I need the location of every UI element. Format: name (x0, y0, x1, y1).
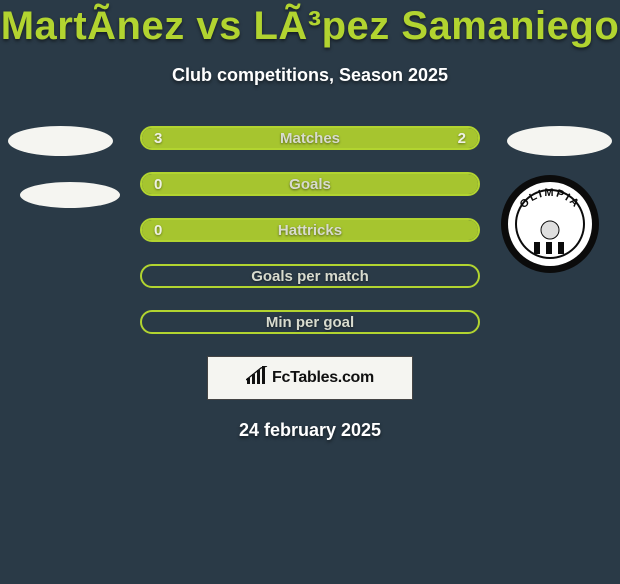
page-title: MartÃ­nez vs LÃ³pez Samaniego (0, 4, 620, 49)
stat-label: Goals (142, 174, 478, 194)
stat-bar: Goals per match (140, 264, 480, 288)
stat-label: Hattricks (142, 220, 478, 240)
subtitle: Club competitions, Season 2025 (0, 65, 620, 86)
stat-bar: 0Goals (140, 172, 480, 196)
stat-bars: 32Matches 0Goals 0Hattricks Goals per match… (140, 126, 480, 334)
fctables-banner[interactable]: FcTables.com (207, 356, 413, 400)
stat-label: Min per goal (142, 312, 478, 332)
stat-label: Goals per match (142, 266, 478, 286)
stat-bar: 0Hattricks (140, 218, 480, 242)
right-club-logo: OLIMPIA (500, 174, 600, 274)
right-player-ellipse (507, 126, 612, 156)
stat-bar: 32Matches (140, 126, 480, 150)
chart-icon (246, 366, 268, 391)
stat-label: Matches (142, 128, 478, 148)
left-player-ellipse-2 (20, 182, 120, 208)
left-player-ellipse-1 (8, 126, 113, 156)
date-label: 24 february 2025 (0, 420, 620, 441)
fctables-label: FcTables.com (272, 369, 374, 387)
stat-bar: Min per goal (140, 310, 480, 334)
